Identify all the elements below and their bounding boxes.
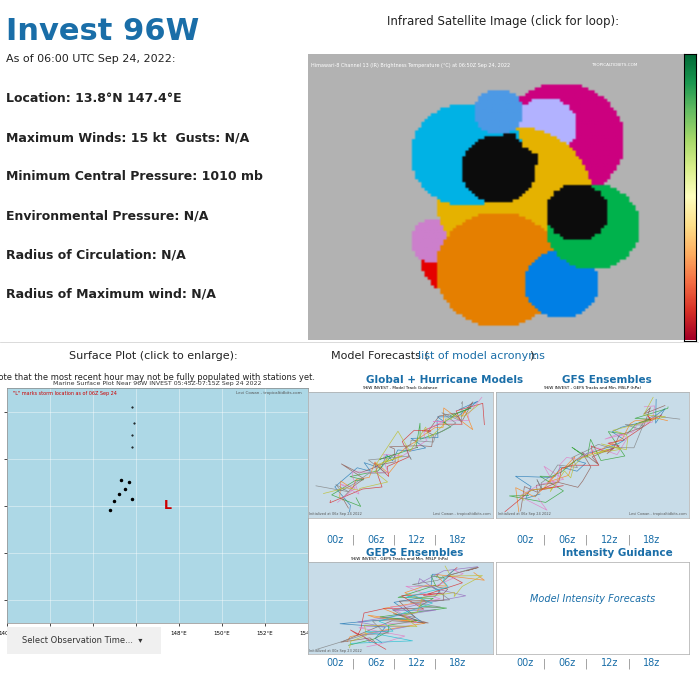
Text: 12z: 12z [408, 659, 426, 668]
Text: |: | [393, 535, 396, 545]
Text: Levi Cowan - tropicaltidbits.com: Levi Cowan - tropicaltidbits.com [433, 512, 491, 516]
Text: |: | [585, 535, 589, 545]
Text: 00z: 00z [517, 659, 534, 668]
Text: 12z: 12z [408, 535, 426, 545]
Text: |: | [434, 535, 437, 545]
Text: |: | [393, 658, 396, 669]
Text: 12z: 12z [601, 535, 619, 545]
Text: Initialized at 00z Sep 23 2022: Initialized at 00z Sep 23 2022 [310, 649, 362, 653]
Text: |: | [585, 658, 589, 669]
Text: Select Observation Time...  ▾: Select Observation Time... ▾ [22, 635, 143, 645]
Text: 06z: 06z [559, 535, 576, 545]
Text: |: | [627, 658, 630, 669]
Text: Model Intensity Forecasts: Model Intensity Forecasts [530, 594, 655, 603]
Text: Minimum Central Pressure: 1010 mb: Minimum Central Pressure: 1010 mb [6, 170, 263, 183]
Text: Infrared Satellite Image (click for loop):: Infrared Satellite Image (click for loop… [387, 15, 619, 29]
Text: 06z: 06z [368, 659, 384, 668]
Text: 00z: 00z [326, 535, 344, 545]
Text: |: | [542, 658, 546, 669]
Text: GFS Ensembles: GFS Ensembles [562, 375, 651, 385]
Text: ):: ): [530, 351, 538, 360]
Text: Location: 13.8°N 147.4°E: Location: 13.8°N 147.4°E [6, 92, 182, 105]
Text: Model Forecasts (: Model Forecasts ( [331, 351, 428, 360]
Text: Levi Cowan - tropicaltidbits.com: Levi Cowan - tropicaltidbits.com [236, 390, 301, 394]
Text: TROPICALTIDBITS.COM: TROPICALTIDBITS.COM [591, 63, 637, 67]
Text: Levi Cowan - tropicaltidbits.com: Levi Cowan - tropicaltidbits.com [629, 512, 686, 516]
Text: |: | [434, 658, 437, 669]
FancyBboxPatch shape [0, 625, 168, 655]
Title: 96W INVEST - Model Track Guidance: 96W INVEST - Model Track Guidance [363, 387, 438, 390]
Text: Maximum Winds: 15 kt  Gusts: N/A: Maximum Winds: 15 kt Gusts: N/A [6, 131, 250, 144]
Text: Radius of Maximum wind: N/A: Radius of Maximum wind: N/A [6, 288, 216, 301]
Text: Surface Plot (click to enlarge):: Surface Plot (click to enlarge): [69, 351, 238, 360]
Text: Radius of Circulation: N/A: Radius of Circulation: N/A [6, 249, 186, 262]
Text: As of 06:00 UTC Sep 24, 2022:: As of 06:00 UTC Sep 24, 2022: [6, 54, 175, 65]
Text: |: | [352, 658, 356, 669]
Text: |: | [352, 535, 356, 545]
Title: 96W INVEST - GEPS Tracks and Min. MSLP (hPa): 96W INVEST - GEPS Tracks and Min. MSLP (… [352, 557, 449, 560]
Text: Initialized at 06z Sep 24 2022: Initialized at 06z Sep 24 2022 [310, 512, 362, 516]
Text: L: L [164, 499, 172, 512]
Title: 96W INVEST - GEFS Tracks and Min. MSLP (hPa): 96W INVEST - GEFS Tracks and Min. MSLP (… [544, 387, 641, 390]
Text: 18z: 18z [643, 659, 661, 668]
Title: Marine Surface Plot Near 96W INVEST 05:45Z-07:15Z Sep 24 2022: Marine Surface Plot Near 96W INVEST 05:4… [53, 381, 261, 386]
Text: 00z: 00z [517, 535, 534, 545]
Text: 00z: 00z [326, 659, 344, 668]
Text: |: | [542, 535, 546, 545]
Text: Himawari-8 Channel 13 (IR) Brightness Temperature (°C) at 06:50Z Sep 24, 2022: Himawari-8 Channel 13 (IR) Brightness Te… [311, 63, 510, 68]
Text: Global + Hurricane Models: Global + Hurricane Models [366, 375, 524, 385]
Text: Environmental Pressure: N/A: Environmental Pressure: N/A [6, 210, 208, 223]
Text: 18z: 18z [449, 659, 466, 668]
Text: GEPS Ensembles: GEPS Ensembles [366, 548, 463, 558]
Text: Note that the most recent hour may not be fully populated with stations yet.: Note that the most recent hour may not b… [0, 373, 315, 381]
Text: |: | [627, 535, 630, 545]
Text: 18z: 18z [643, 535, 661, 545]
Text: "L" marks storm location as of 06Z Sep 24: "L" marks storm location as of 06Z Sep 2… [13, 390, 117, 396]
Text: 06z: 06z [559, 659, 576, 668]
Text: 12z: 12z [601, 659, 619, 668]
Text: Intensity Guidance: Intensity Guidance [562, 548, 672, 558]
Text: Invest 96W: Invest 96W [6, 17, 199, 46]
Text: list of model acronyms: list of model acronyms [417, 351, 545, 360]
Text: Initialized at 06z Sep 24 2022: Initialized at 06z Sep 24 2022 [498, 512, 551, 516]
Text: 18z: 18z [449, 535, 466, 545]
Text: 06z: 06z [368, 535, 384, 545]
